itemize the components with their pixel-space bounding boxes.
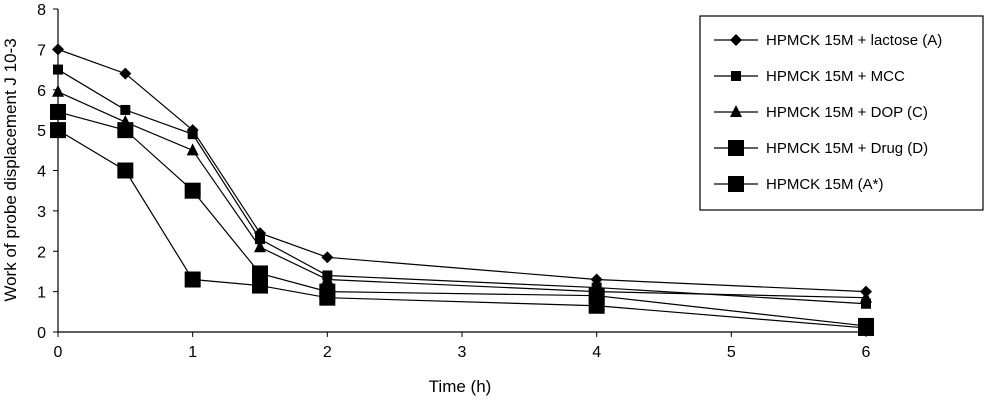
x-tick-label: 5: [727, 344, 736, 361]
data-point-marker: [53, 64, 63, 75]
y-tick-label: 4: [37, 164, 46, 181]
x-tick-label: 1: [188, 344, 197, 361]
data-point-marker: [120, 104, 131, 115]
y-tick-label: 6: [37, 83, 46, 100]
data-point-marker: [254, 240, 266, 253]
data-point-marker: [252, 265, 268, 282]
legend-label: HPMCK 15M + DOP (C): [766, 104, 928, 121]
x-axis-label: Time (h): [429, 377, 492, 396]
y-tick-label: 7: [37, 42, 46, 59]
legend-label: HPMCK 15M (A*): [766, 176, 884, 193]
legend-item-3: HPMCK 15M + DOP (C): [714, 104, 928, 121]
data-point-marker: [255, 234, 265, 245]
data-point-marker: [319, 289, 336, 306]
data-point-marker: [731, 71, 741, 81]
legend: HPMCK 15M + lactose (A) HPMCK 15M + MCC HP…: [699, 15, 984, 211]
data-point-marker: [186, 143, 199, 156]
data-point-marker: [117, 162, 134, 179]
legend-label: HPMCK 15M + lactose (A): [766, 32, 942, 49]
data-point-marker: [187, 129, 198, 140]
data-point-marker: [728, 140, 744, 156]
data-point-marker: [590, 273, 603, 286]
y-tick-label: 3: [37, 204, 46, 221]
y-tick-label: 2: [37, 244, 46, 261]
x-tick-label: 6: [862, 344, 871, 361]
legend-box: [699, 15, 984, 211]
data-point-marker: [728, 176, 744, 192]
data-point-marker: [730, 105, 742, 117]
x-tick-label: 4: [592, 344, 601, 361]
data-point-marker: [321, 251, 334, 264]
legend-item-4: HPMCK 15M + Drug (D): [714, 140, 928, 157]
y-tick-label: 1: [37, 285, 46, 302]
data-point-marker: [730, 34, 742, 46]
data-point-marker: [119, 67, 132, 80]
data-point-marker: [117, 122, 134, 139]
axes: 0 1 2 3 4 5 6 0 1 2 3 4 5 6 7 8: [37, 2, 870, 361]
data-point-marker: [861, 298, 871, 309]
data-point-marker: [50, 122, 66, 139]
y-tick-label: 5: [37, 123, 46, 140]
x-tick-label: 0: [54, 344, 63, 361]
legend-item-1: HPMCK 15M + lactose (A): [714, 32, 942, 49]
y-axis-label: Work of probe displacement J 10-3: [1, 38, 20, 301]
series-5: [50, 122, 874, 336]
data-point-marker: [858, 319, 874, 336]
data-point-marker: [50, 103, 66, 120]
data-point-marker: [252, 277, 268, 294]
data-point-marker: [184, 182, 201, 199]
legend-label: HPMCK 15M + MCC: [766, 68, 905, 85]
data-point-marker: [860, 290, 872, 303]
x-tick-label: 3: [458, 344, 467, 361]
x-tick-label: 2: [323, 344, 332, 361]
y-tick-label: 8: [37, 2, 46, 19]
series-layer: [50, 43, 874, 336]
data-point-marker: [321, 272, 334, 285]
legend-item-2: HPMCK 15M + MCC: [714, 68, 905, 85]
legend-label: HPMCK 15M + Drug (D): [766, 140, 928, 157]
legend-item-5: HPMCK 15M (A*): [714, 176, 884, 193]
data-point-marker: [588, 297, 605, 314]
data-point-marker: [52, 84, 64, 97]
y-tick-label: 0: [37, 325, 46, 342]
data-point-marker: [184, 271, 201, 288]
data-point-marker: [52, 43, 64, 56]
